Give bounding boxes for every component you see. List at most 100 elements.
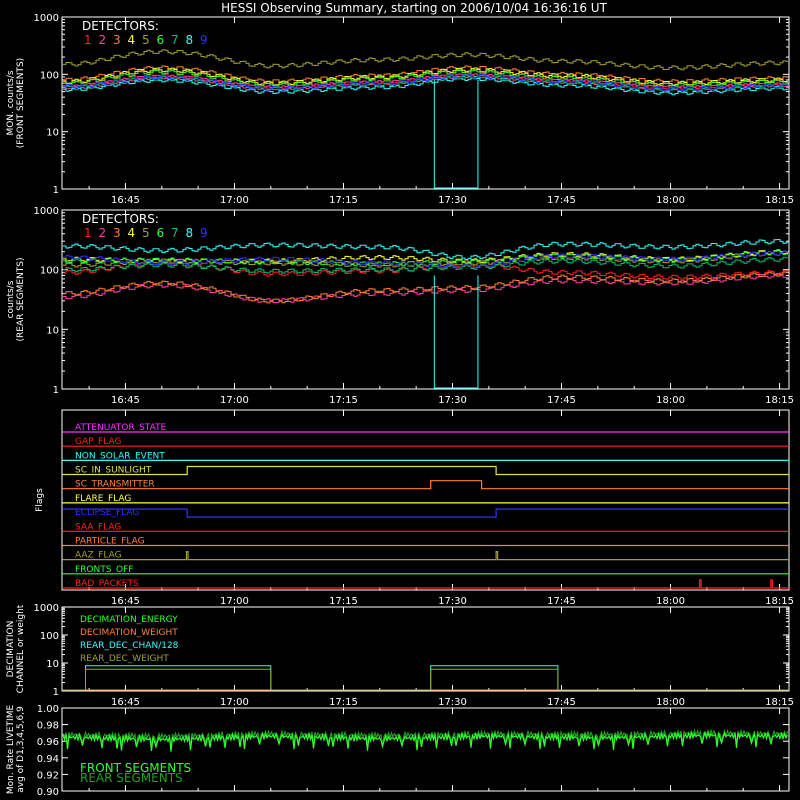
panel-frame [61,707,790,792]
series-line-detector-6 [63,69,788,88]
detector-legend-entry: 7 [171,226,179,240]
y-tick-label: 10 [46,128,59,139]
detector-legend-entry: 2 [99,226,107,240]
series-line-detector-2 [63,73,788,91]
y-tick-label: 0.90 [37,787,59,798]
flag-label: BAD_PACKETS [75,579,139,589]
y-axis-label: Mon. Rate LIVETIME [6,705,16,795]
y-tick-label: 100 [40,70,59,81]
flag-label: SC_TRANSMITTER [75,480,155,490]
y-axis-label: Flags [35,488,45,512]
x-tick-label: 16:45 [111,596,140,607]
flag-label: SC_IN_SUNLIGHT [75,466,152,476]
flag-line-bad_packets [62,579,789,589]
detector-legend-entry: 5 [142,226,150,240]
flag-label: AAZ_FLAG [75,551,122,561]
y-tick-label: 1 [53,385,59,396]
x-tick-label: 17:15 [329,697,358,708]
y-axis-label: DECIMATION [6,621,16,678]
x-tick-label: 18:00 [656,195,685,206]
y-tick-label: 10 [46,325,59,336]
y-axis-label: (REAR SEGMENTS) [16,257,26,341]
flag-line-aaz_flag [62,551,789,561]
y-tick-label: 0.92 [37,770,59,781]
detector-legend-entry: 8 [186,33,194,47]
x-tick-label: 17:45 [547,697,576,708]
flag-label: FRONTS_OFF [75,565,133,575]
x-tick-label: 18:00 [656,596,685,607]
panel-front: 16:45 17:00 17:15 17:30 17:45 18:00 18:15 1 10 10… [6,13,794,206]
x-tick-label: 16:45 [111,697,140,708]
x-tick-label: 17:30 [438,697,467,708]
series-line-detector-3 [63,271,788,304]
panel-frame [61,409,790,591]
x-tick-label: 16:45 [111,395,140,406]
series-line-detector-7 [63,256,788,274]
flag-line-eclipse_flag [62,508,789,518]
panel-frame [61,16,790,190]
x-tick-label: 18:00 [656,395,685,406]
flag-label: FLARE_FLAG [75,494,131,504]
x-tick-label: 18:15 [765,195,794,206]
flag-label: PARTICLE_FLAG [75,536,145,546]
y-tick-label: 100 [40,631,59,642]
series-line-detector-9 [63,250,788,269]
detector-legend-entry: 3 [113,226,121,240]
x-tick-label: 16:45 [111,195,140,206]
x-tick-label: 17:30 [438,596,467,607]
x-tick-label: 17:00 [220,395,249,406]
flag-line-sc_transmitter [62,480,789,490]
decimation-legend-entry: DECIMATION_WEIGHT [80,628,178,638]
detector-legend-title: DETECTORS: [82,19,159,33]
y-tick-label: 10 [46,659,59,670]
x-tick-label: 17:45 [547,195,576,206]
y-tick-label: 100 [40,266,59,277]
detector-legend-entry: 9 [200,33,208,47]
panel-rear: 16:45 17:00 17:15 17:30 17:45 18:00 18:15 1 10 10… [6,206,794,406]
decimation-line [62,668,789,691]
y-tick-label: 1000 [34,13,59,24]
x-tick-label: 18:15 [765,596,794,607]
x-tick-label: 18:15 [765,395,794,406]
panel-decimation: 16:45 17:00 17:15 17:30 17:45 18:00 18:15 1 10 10… [6,603,794,708]
decimation-legend-entry: DECIMATION_ENERGY [80,615,178,625]
chart-panels: 16:45 17:00 17:15 17:30 17:45 18:00 18:1511010… [6,13,794,798]
decimation-legend-entry: REAR_DEC_WEIGHT [80,654,169,664]
chart-title: HESSI Observing Summary, starting on 200… [221,1,607,15]
flag-label: GAP_FLAG [75,437,121,447]
x-tick-label: 18:00 [656,697,685,708]
detector-legend-entry: 6 [157,226,165,240]
x-tick-label: 17:30 [438,195,467,206]
y-tick-label: 0.98 [37,721,59,732]
detector-legend-entry: 4 [128,33,136,47]
y-axis-label: MON. counts/s [6,70,16,135]
y-axis-label: (FRONT SEGMENTS) [16,58,26,148]
x-tick-label: 17:00 [220,596,249,607]
detector-legend-entry: 7 [171,33,179,47]
series-line-detector-9 [63,73,788,92]
y-tick-label: 1000 [34,603,59,614]
livetime-legend-entry: FRONT SEGMENTS [80,761,191,775]
y-tick-label: 1.00 [37,704,59,715]
x-tick-label: 17:00 [220,195,249,206]
y-tick-label: 1000 [34,206,59,217]
x-tick-label: 18:15 [765,697,794,708]
y-tick-label: 0.96 [37,737,59,748]
x-tick-label: 17:00 [220,697,249,708]
panel-livetime: 0.90 0.92 0.94 0.96 0.98 1.00 Mon. Rate LIVETI… [6,704,790,798]
detector-legend-entry: 1 [84,226,92,240]
x-tick-label: 17:45 [547,596,576,607]
panel-flags: 16:45 17:00 17:15 17:30 17:45 18:00 18:15 Flags… [35,409,794,607]
y-axis-label: CHANNEL or weight [16,604,26,693]
x-tick-label: 17:30 [438,395,467,406]
detector-legend-title: DETECTORS: [82,212,159,226]
detector-legend-entry: 3 [113,33,121,47]
flag-label: ATTENUATOR_STATE [75,423,167,433]
y-tick-label: 0.94 [37,754,59,765]
panel-frame [61,209,790,390]
y-axis-label: counts/s [6,280,16,318]
y-tick-label: 1 [53,185,59,196]
detector-legend-entry: 4 [128,226,136,240]
x-tick-label: 17:15 [329,596,358,607]
